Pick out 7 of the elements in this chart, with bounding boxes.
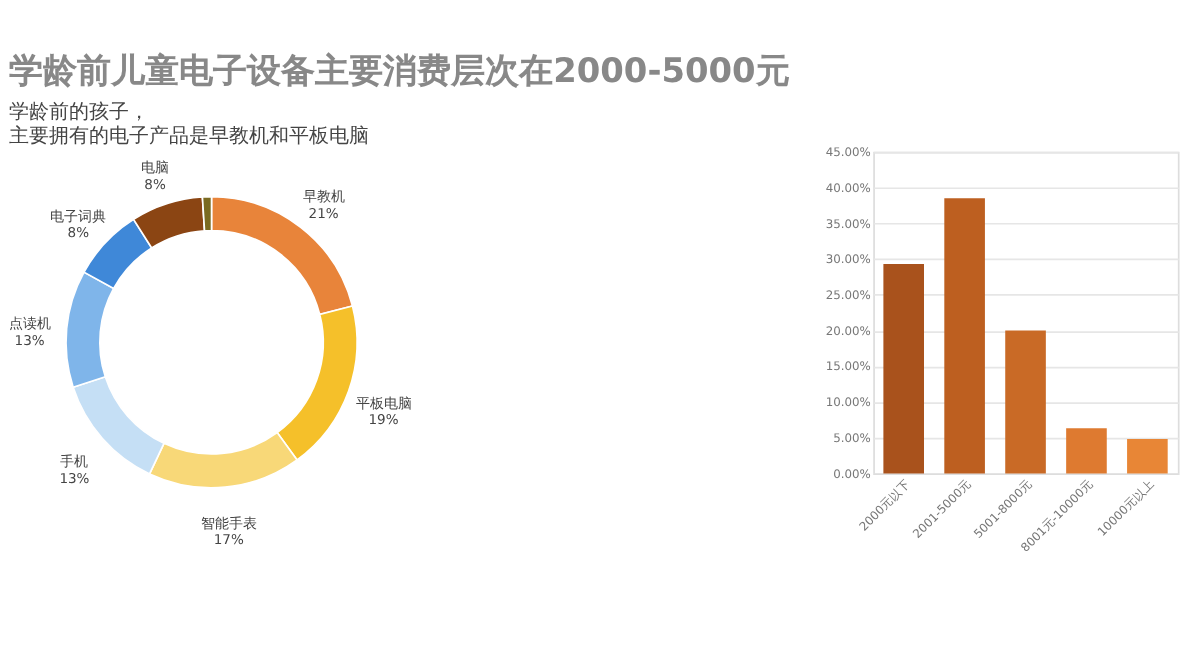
bar	[1005, 330, 1046, 474]
bar	[1127, 439, 1168, 474]
bar	[1066, 428, 1107, 474]
bar	[944, 198, 985, 474]
bar	[883, 264, 924, 474]
chart-subtitle: 学龄前的孩子，主要拥有的电子产品是早教机和平板电脑	[9, 100, 370, 148]
chart-title: 学龄前儿童电子设备主要消费层次在2000-5000元	[9, 50, 790, 91]
